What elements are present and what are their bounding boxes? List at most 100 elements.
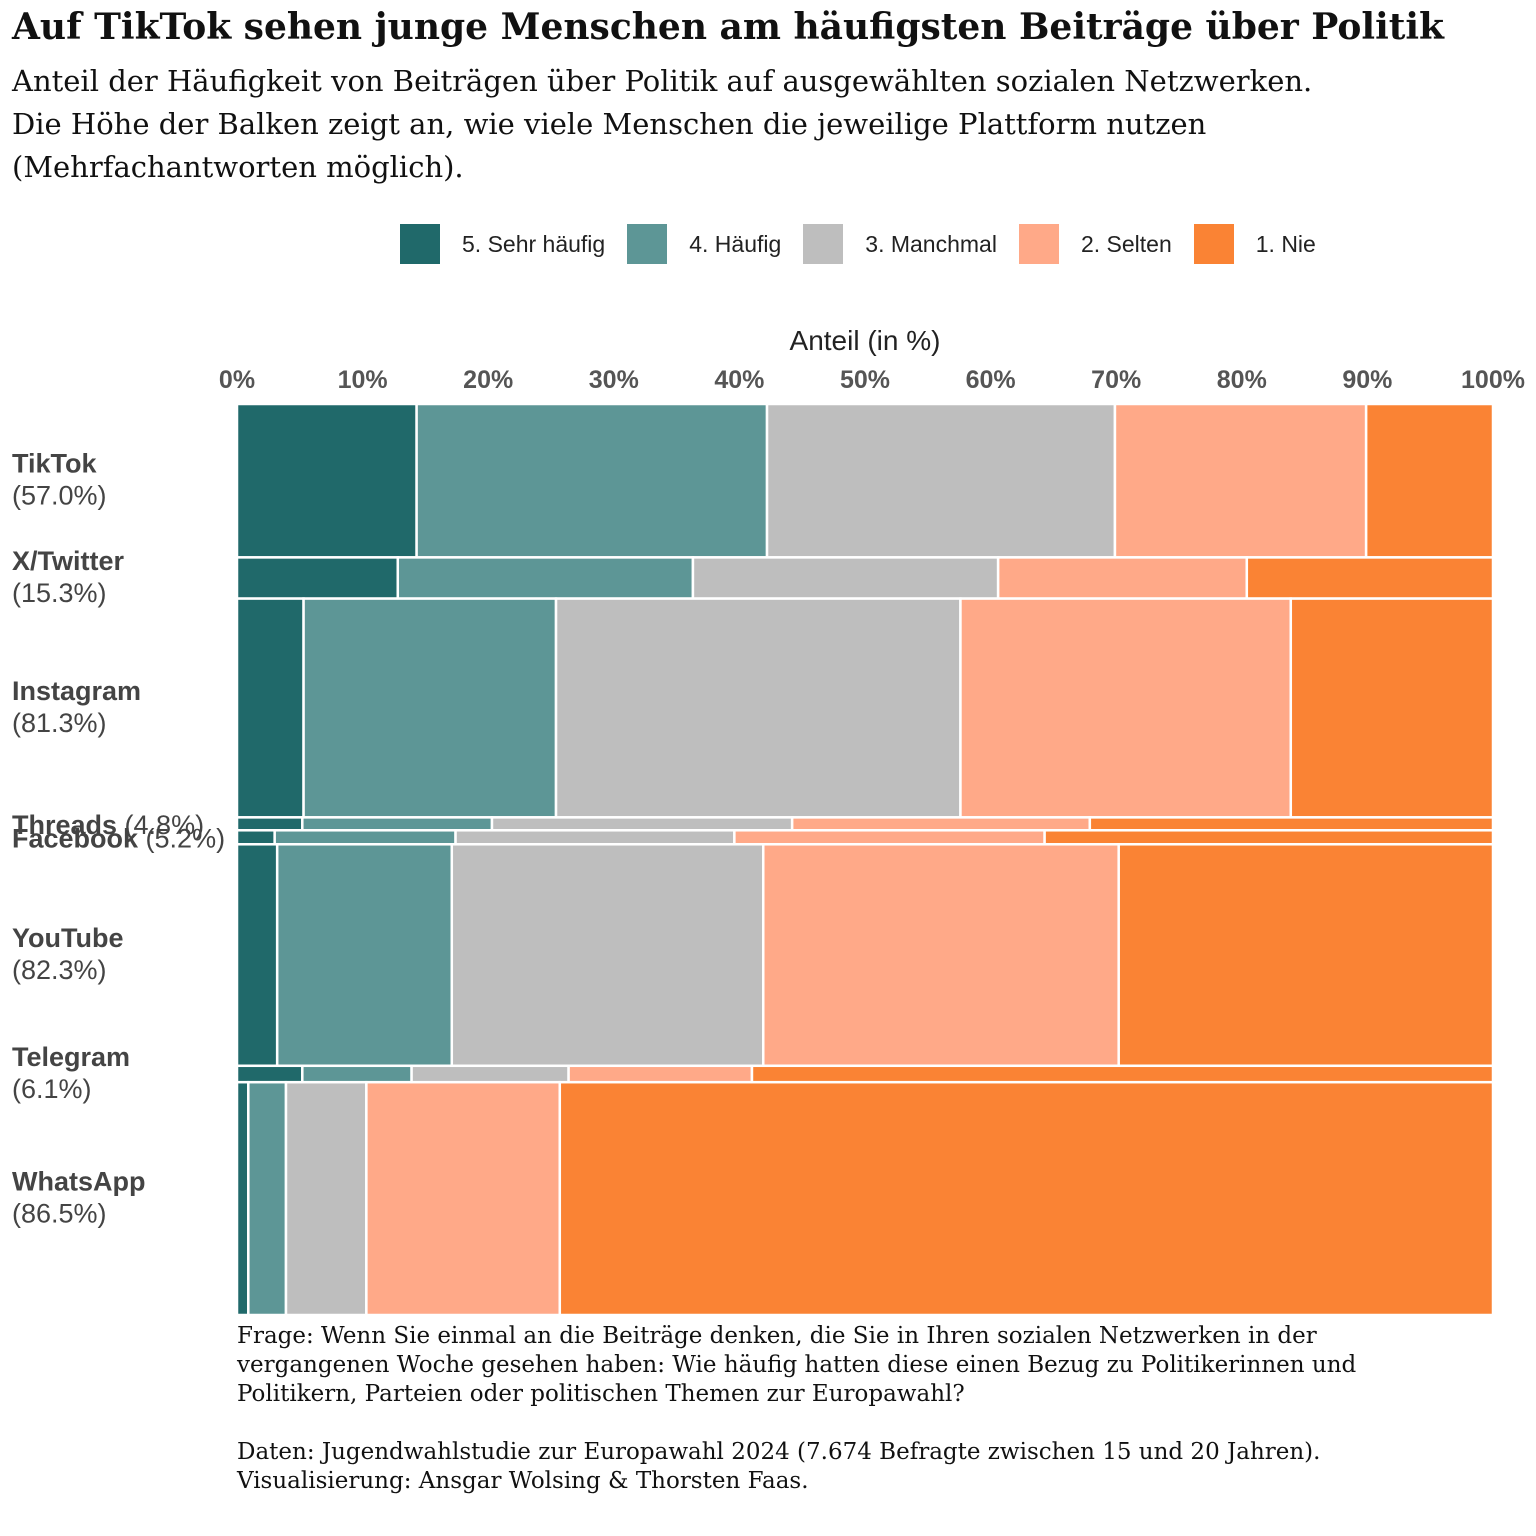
bar-segment-facebook [1043,829,1495,846]
bar-segment-telegram [410,1064,570,1084]
bar-segment-youtube [235,843,279,1068]
bar-segment-telegram [567,1064,754,1084]
bar-segment-threads [235,816,304,832]
category-name-instagram: Instagram [12,676,141,706]
bar-segment-whatsapp [365,1080,562,1317]
category-labels: TikTok(57.0%)X/Twitter(15.3%)Instagram(8… [12,449,225,1229]
category-name-whatsapp: WhatsApp [12,1167,145,1197]
bar-segment-instagram [1289,597,1495,819]
bar-segment-facebook [273,829,457,846]
bar-segment-facebook [235,829,276,846]
bar-segment-x-twitter [691,556,1000,600]
x-tick-label: 30% [589,366,639,394]
category-usage-youtube: (82.3%) [12,955,107,985]
bar-segment-youtube [275,843,454,1068]
category-usage-instagram: (81.3%) [12,708,107,738]
subtitle-line-1: Anteil der Häufigkeit von Beiträgen über… [12,64,1313,98]
category-name-telegram: Telegram [12,1042,130,1072]
bar-segment-tiktok [1113,402,1368,559]
x-tick-label: 10% [338,366,388,394]
bar-segment-instagram [554,597,962,819]
legend-swatch [627,224,668,264]
bar-segment-tiktok [765,402,1117,559]
legend-label: 3. Manchmal [865,230,997,257]
category-usage-whatsapp: (86.5%) [12,1199,107,1229]
bars [235,402,1495,1317]
bar-segment-x-twitter [996,556,1249,600]
x-tick-label: 0% [219,366,255,394]
question-line-3: Politikern, Parteien oder politischen Th… [237,1381,965,1407]
bar-segment-x-twitter [235,556,400,600]
legend-item-sehr-haeufig: 5. Sehr häufig [400,224,605,264]
footnotes: Frage: Wenn Sie einmal an die Beiträge d… [237,1322,1527,1496]
bar-segment-telegram [301,1064,413,1084]
legend: 5. Sehr häufig 4. Häufig 3. Manchmal 2. … [400,224,1338,264]
legend-label: 5. Sehr häufig [462,230,606,257]
bar-segment-youtube [762,843,1120,1068]
legend-item-selten: 2. Selten [1018,224,1172,264]
chart-title: Auf TikTok sehen junge Menschen am häufi… [12,6,1445,48]
x-tick-label: 100% [1461,366,1525,394]
category-usage: (4.8%) [117,810,204,840]
bar-segment-threads [490,816,794,832]
legend-label: 4. Häufig [689,230,782,257]
source-line: Daten: Jugendwahlstudie zur Europawahl 2… [237,1439,1321,1465]
x-axis-ticks: 0% 10% 20% 30% 40% 50% 60% 70% 80% 90% 100% [219,366,1525,394]
bar-segment-instagram [959,597,1293,819]
bar-segment-instagram [235,597,305,819]
bar-segment-whatsapp [558,1080,1495,1317]
bar-segment-whatsapp [235,1080,250,1317]
category-label-facebook: Facebook (5.2%) [12,823,225,853]
legend-item-manchmal: 3. Manchmal [803,224,997,264]
bar-segment-threads [1088,816,1495,832]
bar-segment-tiktok [235,402,418,559]
x-tick-label: 50% [840,366,890,394]
bar-segment-instagram [302,597,558,819]
bar-segment-threads [301,816,494,832]
bar-segment-whatsapp [247,1080,288,1317]
chart-subtitle: Anteil der Häufigkeit von Beiträgen über… [12,60,1512,189]
category-name: Threads [12,810,117,840]
bar-segment-x-twitter [396,556,695,600]
x-tick-label: 70% [1091,366,1141,394]
bar-segment-whatsapp [284,1080,368,1317]
category-name-youtube: YouTube [12,923,123,953]
bar-segment-youtube [1117,843,1495,1068]
question-line-1: Frage: Wenn Sie einmal an die Beiträge d… [237,1323,1317,1349]
category-usage-telegram: (6.1%) [12,1074,92,1104]
legend-item-haeufig: 4. Häufig [627,224,781,264]
legend-swatch [1193,224,1234,264]
bar-segment-facebook [454,829,736,846]
bar-segment-tiktok [1364,402,1495,559]
bar-segment-tiktok [415,402,769,559]
mosaic-chart: Anteil (in %) 0% 10% 20% 30% 40% 50% 60% 70% 80%… [12,325,1525,1317]
x-tick-label: 60% [966,366,1016,394]
legend-swatch [803,224,844,264]
legend-item-nie: 1. Nie [1193,224,1316,264]
bar-segment-telegram [235,1064,304,1084]
category-name: Facebook [12,823,139,853]
x-axis-title: Anteil (in %) [790,325,941,356]
bar-segment-youtube [450,843,765,1068]
question-line-2: vergangenen Woche gesehen haben: Wie häu… [237,1352,1357,1378]
x-tick-label: 20% [463,366,513,394]
subtitle-line-2: Die Höhe der Balken zeigt an, wie viele … [12,107,1207,141]
category-usage: (5.2%) [138,823,225,853]
x-tick-label: 90% [1342,366,1392,394]
category-name-tiktok: TikTok [12,449,98,479]
category-usage-tiktok: (57.0%) [12,481,107,511]
legend-label: 2. Selten [1080,230,1172,257]
category-label-threads: Threads (4.8%) [12,810,204,840]
credit-line: Visualisierung: Ansgar Wolsing & Thorste… [237,1468,809,1494]
legend-swatch [400,224,440,264]
legend-swatch [1018,224,1059,264]
category-usage-x-twitter: (15.3%) [12,578,107,608]
legend-label: 1. Nie [1255,230,1316,257]
bar-segment-facebook [733,829,1046,846]
category-name-x-twitter: X/Twitter [12,546,125,576]
bar-segment-telegram [750,1064,1495,1084]
bar-segment-threads [790,816,1092,832]
x-tick-label: 80% [1217,366,1267,394]
x-tick-label: 40% [714,366,764,394]
subtitle-line-3: (Mehrfachantworten möglich). [12,150,464,184]
